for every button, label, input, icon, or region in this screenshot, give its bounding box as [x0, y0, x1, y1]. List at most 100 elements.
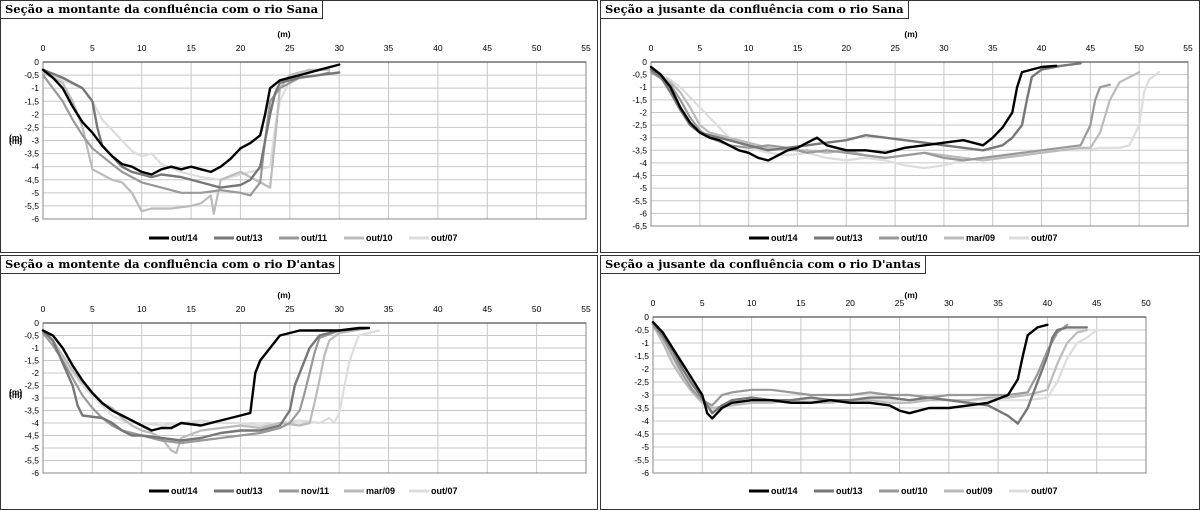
x-tick-label: 45: [483, 304, 493, 314]
y-tick-label: -2: [31, 109, 39, 119]
x-tick-label: 45: [1092, 298, 1102, 308]
x-tick-label: 35: [384, 304, 394, 314]
series-line-out-07: [41, 329, 380, 427]
y-tick-label: -1,5: [634, 351, 649, 361]
x-tick-label: 40: [433, 43, 443, 53]
x-tick-label: 25: [285, 304, 295, 314]
legend-label: out/07: [1031, 233, 1058, 243]
x-tick-label: 40: [1037, 43, 1047, 53]
y-tick-label: -3: [31, 136, 39, 146]
y-tick-label: -3,5: [24, 149, 39, 159]
x-tick-label: 50: [1134, 43, 1144, 53]
x-tick-label: 50: [532, 43, 542, 53]
y-tick-label: -1,5: [632, 95, 647, 105]
y-tick-label: -0,5: [634, 325, 649, 335]
series-line-out-14: [41, 326, 370, 432]
x-axis-label: (m): [277, 290, 290, 300]
y-tick-label: -6,5: [632, 221, 647, 231]
series-line-out-10: [41, 68, 331, 215]
series-line-out-13: [41, 68, 341, 189]
y-tick-label: -6: [31, 468, 39, 478]
x-tick-label: 50: [532, 304, 542, 314]
x-tick-label: 0: [651, 298, 656, 308]
x-axis-label: (m): [277, 29, 290, 39]
x-tick-label: 0: [649, 43, 654, 53]
chart-title-1: Seção a montante da confluência com o ri…: [1, 1, 324, 19]
legend-label: out/14: [771, 233, 798, 243]
y-tick-label: -5: [639, 183, 647, 193]
y-tick-label: -4: [641, 416, 649, 426]
x-tick-label: 25: [285, 43, 295, 53]
x-tick-label: 5: [90, 43, 95, 53]
x-tick-label: 5: [700, 298, 705, 308]
y-tick-label: -4: [31, 162, 39, 172]
x-tick-label: 15: [186, 304, 196, 314]
y-tick-label: -1: [31, 343, 39, 353]
y-tick-label: -4,5: [24, 431, 39, 441]
chart-panel-3: Seção a montente da confluência com o ri…: [0, 255, 598, 510]
y-tick-label: -5: [31, 188, 39, 198]
series-line-out-14: [649, 64, 1058, 162]
chart-3-svg: 0 -0,5 -1 -1,5 -2 -2,5 -3 -3,5 -4 -4,5 -5 -5,5 -6 0 5 1…: [9, 290, 591, 496]
y-tick-label: -2: [31, 368, 39, 378]
x-tick-label: 55: [581, 43, 591, 53]
chart-title-4: Seção a jusante da confluência com o rio…: [601, 256, 926, 274]
legend-label: out/10: [901, 486, 928, 496]
y-tick-label: -5,5: [632, 196, 647, 206]
y-axis-label: (m): [9, 133, 22, 143]
series-line-out-10: [651, 323, 1069, 407]
y-tick-label: -4: [31, 418, 39, 428]
y-tick-label: -5,5: [24, 456, 39, 466]
x-axis-label: (m): [904, 290, 917, 300]
legend-label: out/07: [431, 233, 458, 243]
y-tick-label: -3,5: [632, 145, 647, 155]
legend-label: out/13: [836, 486, 863, 496]
x-tick-label: 20: [842, 43, 852, 53]
y-tick-label: -4,5: [24, 175, 39, 185]
y-tick-label: -3: [641, 390, 649, 400]
y-tick-label: -0,5: [24, 70, 39, 80]
chart-panel-2: Seção a jusante da confluência com o rio…: [9, 0, 1200, 253]
legend-label: out/10: [366, 233, 393, 243]
x-tick-label: 30: [334, 43, 344, 53]
x-tick-label: 0: [41, 304, 46, 314]
series-line-out-11: [41, 71, 331, 197]
x-tick-label: 5: [697, 43, 702, 53]
y-tick-label: -2,5: [632, 120, 647, 130]
x-tick-label: 10: [747, 298, 757, 308]
chart-1-svg: 0 -0,5 -1 -1,5 -2 -2,5 -3 -3,5 -4 -4,5 -5 -5,5 -6 0 5 1…: [9, 29, 591, 243]
x-tick-label: 15: [793, 43, 803, 53]
chart-2-svg: 0 -0,5 -1 -1,5 -2 -2,5 -3 -3,5 -4 -4,5 -5 -5,5 -6 -6,…: [9, 29, 1193, 243]
legend-label: out/13: [836, 233, 863, 243]
x-tick-label: 30: [334, 304, 344, 314]
x-tick-label: 10: [137, 43, 147, 53]
y-tick-label: -6: [641, 468, 649, 478]
y-tick-label: -5,5: [24, 201, 39, 211]
y-tick-label: -6: [31, 214, 39, 224]
y-tick-label: -2,5: [24, 122, 39, 132]
y-tick-label: -2: [641, 364, 649, 374]
legend-label: out/13: [236, 486, 263, 496]
plot-area: [650, 61, 1189, 227]
y-tick-label: -4,5: [634, 429, 649, 439]
y-tick-label: -3,5: [634, 403, 649, 413]
chart-panel-1: Seção a montante da confluência com o ri…: [0, 0, 598, 253]
x-tick-label: 25: [895, 298, 905, 308]
legend-label: out/14: [171, 233, 198, 243]
y-axis-label: (m): [9, 390, 22, 400]
series-line-out-07: [649, 68, 1160, 170]
y-tick-label: -1,5: [24, 356, 39, 366]
legend-label: out/10: [901, 233, 928, 243]
legend-label: out/14: [171, 486, 198, 496]
x-tick-label: 50: [1141, 298, 1151, 308]
y-tick-label: -4,5: [632, 171, 647, 181]
y-tick-label: -5: [31, 443, 39, 453]
y-tick-label: -3,5: [24, 406, 39, 416]
legend-label: mar/09: [966, 233, 995, 243]
legend-label: out/11: [301, 233, 327, 243]
y-tick-label: 0: [642, 57, 647, 67]
x-tick-label: 0: [41, 43, 46, 53]
legend-label: out/07: [1031, 486, 1058, 496]
x-tick-label: 40: [1043, 298, 1053, 308]
chart-panel-4: Seção a jusante da confluência com o rio…: [9, 255, 1200, 510]
